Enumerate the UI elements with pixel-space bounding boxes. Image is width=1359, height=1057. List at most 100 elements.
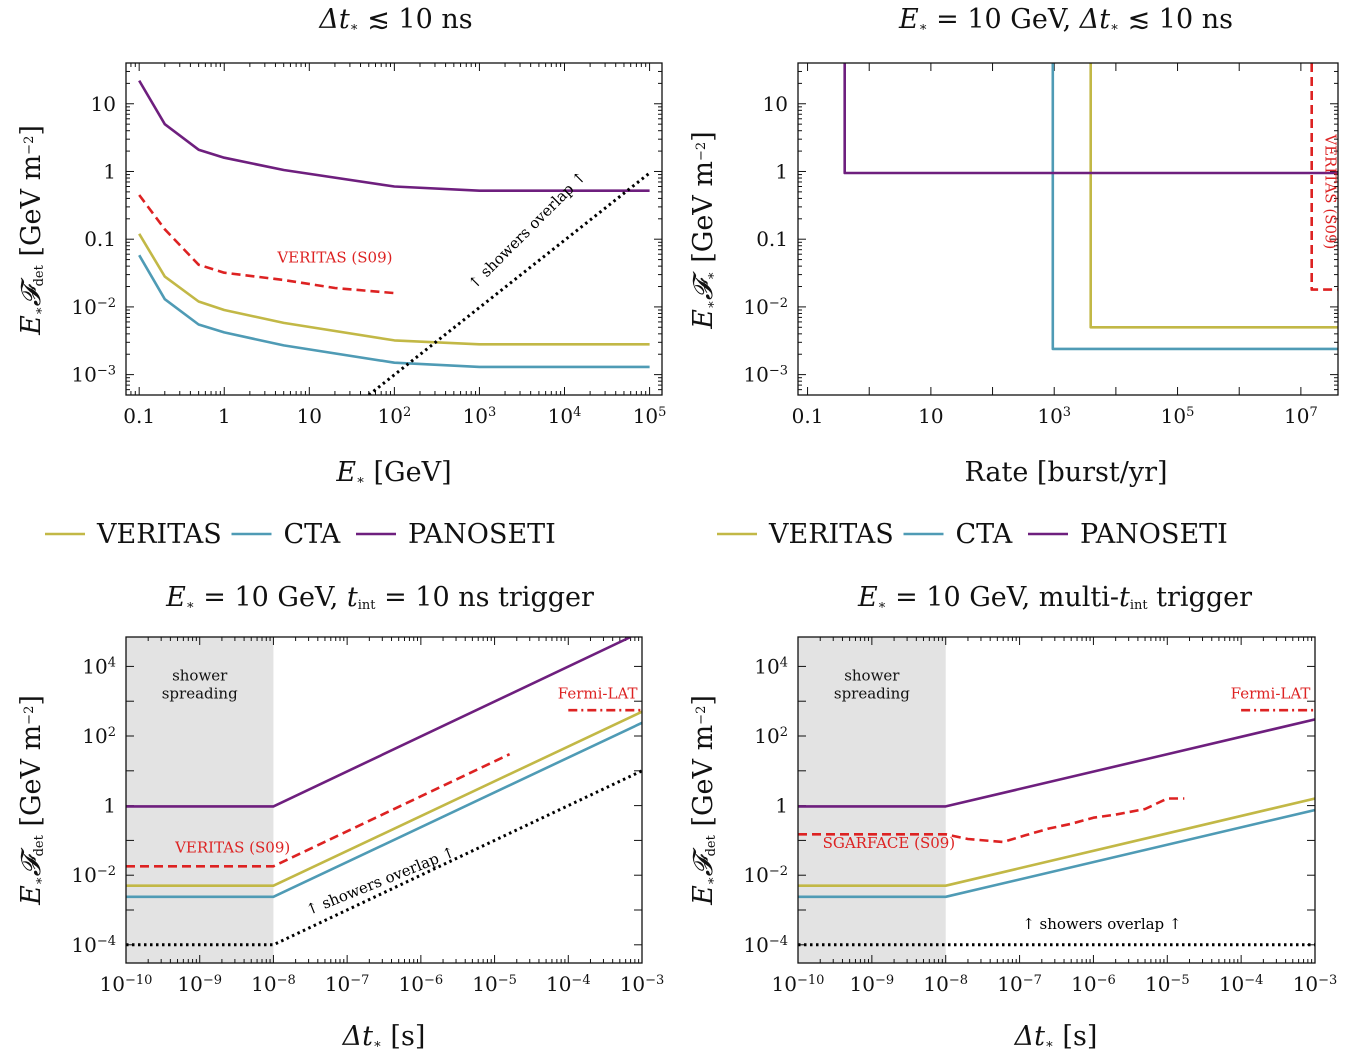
panel-2-ylabel: E∗𝓕∗ [GeV m−2] xyxy=(688,131,719,329)
panel-3-xtick-label-5: 10−6 xyxy=(399,972,444,996)
legend-2-label-panoseti: PANOSETI xyxy=(1080,519,1228,550)
panel-3-shade-label-1: shower xyxy=(172,666,228,684)
panel-4-ytick-label-3: 1 xyxy=(775,794,788,818)
panel-4-annotation-3: ↑ showers overlap ↑ xyxy=(1022,915,1181,933)
panel-4-shade-label-1: shower xyxy=(844,666,900,684)
panel-3-xtick-label-3: 10−8 xyxy=(251,972,296,996)
panel-2-xtick-label-5: 107 xyxy=(1284,404,1318,428)
panel-3-xtick-label-1: 10−10 xyxy=(100,972,153,996)
panel-3-ytick-label-1: 10−4 xyxy=(71,933,116,957)
panel-2-xtick-label-2: 10 xyxy=(918,404,943,428)
panel-4-ytick-label-4: 102 xyxy=(754,724,788,748)
panel-1-xtick-label-5: 103 xyxy=(463,404,497,428)
panel-2-series-cta xyxy=(1051,63,1338,351)
legend-1-label-panoseti: PANOSETI xyxy=(408,519,556,550)
panel-3-frame xyxy=(125,636,643,964)
panel-2-xtick-label-1: 0.1 xyxy=(792,404,824,428)
legend-2-label-veritas: VERITAS xyxy=(768,519,894,550)
panel-4-annotation-1: SGARFACE (S09) xyxy=(823,834,956,852)
panel-1-xtick-label-4: 102 xyxy=(378,404,412,428)
panel-3-series-veritas-s09 xyxy=(126,753,511,868)
panel-2-xtick-label-3: 103 xyxy=(1037,404,1071,428)
panel-3-shower-spreading-region xyxy=(126,637,274,963)
panel-2-frame xyxy=(797,62,1339,396)
panel-1-ytick-label-2: 10−2 xyxy=(71,295,116,319)
panel-3-xlabel: Δt∗ [s] xyxy=(342,1021,426,1052)
panel-2-ytick-label-3: 0.1 xyxy=(756,227,788,251)
panel-1-series-veritas-s09 xyxy=(138,194,395,295)
panel-1-series-showers-overlap xyxy=(367,171,651,395)
panel-3-series-panoseti xyxy=(126,637,632,808)
panel-3-xtick-label-4: 10−7 xyxy=(325,972,370,996)
panel-4-xtick-label-3: 10−8 xyxy=(923,972,968,996)
panel-3-series-cta xyxy=(126,721,642,899)
panel-1-xtick-label-3: 10 xyxy=(297,404,322,428)
legend-1-label-veritas: VERITAS xyxy=(96,519,222,550)
panel-2-series-veritas xyxy=(1089,63,1338,329)
panel-4-ylabel: E∗𝓕det [GeV m−2] xyxy=(688,695,719,906)
panel-3-annotation-1: VERITAS (S09) xyxy=(174,838,290,856)
panel-1-ytick-label-5: 10 xyxy=(91,92,116,116)
panel-3-shade-label-2: spreading xyxy=(162,684,238,702)
panel-4-xtick-label-6: 10−5 xyxy=(1145,972,1190,996)
panel-4-xlabel: Δt∗ [s] xyxy=(1014,1021,1098,1052)
panel-4-frame xyxy=(797,636,1316,964)
panel-3-annotation-2: Fermi-LAT xyxy=(558,684,638,702)
legend-right: VERITAS CTA PANOSETI xyxy=(717,519,1228,550)
panel-4-shower-spreading-region xyxy=(798,637,946,963)
panel-4-annotation-2: Fermi-LAT xyxy=(1231,684,1311,702)
panel-1: Δt∗ ≲ 10 ns E∗ [GeV] E∗𝓕det [GeV m−2] 0.… xyxy=(16,4,666,488)
panel-1-xtick-label-6: 104 xyxy=(548,404,582,428)
panel-3-xtick-label-6: 10−5 xyxy=(472,972,517,996)
panel-1-title: Δt∗ ≲ 10 ns xyxy=(318,4,472,35)
panel-3-title: E∗ = 10 GeV, tint = 10 ns trigger xyxy=(165,582,594,613)
panel-4-ytick-label-5: 104 xyxy=(754,654,788,678)
panel-1-xtick-label-1: 0.1 xyxy=(123,404,155,428)
panel-2-series-veritas-s09 xyxy=(1310,63,1338,291)
panel-3-ytick-label-2: 10−2 xyxy=(71,863,116,887)
panel-2-series-panoseti xyxy=(843,63,1338,175)
panel-4-series-sgarface-s09 xyxy=(798,797,1185,844)
panel-1-xtick-label-2: 1 xyxy=(218,404,231,428)
panel-3-annotation-3: ↑ showers overlap ↑ xyxy=(303,843,457,919)
panel-4-xtick-label-8: 10−3 xyxy=(1293,972,1338,996)
panel-1-ytick-label-4: 1 xyxy=(103,159,116,183)
legend-2-label-cta: CTA xyxy=(956,519,1013,550)
panel-2-ytick-label-4: 1 xyxy=(775,159,788,183)
panel-2-xlabel: Rate [burst/yr] xyxy=(964,457,1167,488)
panel-4-series-veritas xyxy=(798,797,1315,888)
panel-4: E∗ = 10 GeV, multi-tint trigger Δt∗ [s] … xyxy=(688,582,1337,1052)
panel-3-xtick-label-7: 10−4 xyxy=(546,972,591,996)
panel-4-title: E∗ = 10 GeV, multi-tint trigger xyxy=(857,582,1252,613)
panel-2-ticks xyxy=(798,62,1338,396)
panel-3-series-veritas xyxy=(126,710,642,888)
panel-4-xtick-label-7: 10−4 xyxy=(1219,972,1264,996)
panel-2-annotation-1: VERITAS (S09) xyxy=(1321,133,1339,249)
panel-1-series-panoseti xyxy=(138,79,650,192)
panel-1-ticks xyxy=(125,62,662,396)
panel-3-ytick-label-4: 102 xyxy=(82,724,116,748)
panel-2-title: E∗ = 10 GeV, Δt∗ ≲ 10 ns xyxy=(898,4,1233,35)
legend-1-label-cta: CTA xyxy=(284,519,341,550)
panel-4-ytick-label-1: 10−4 xyxy=(743,933,788,957)
panel-4-xtick-label-5: 10−6 xyxy=(1071,972,1116,996)
panel-2-ytick-label-2: 10−2 xyxy=(743,295,788,319)
panel-3-xtick-label-2: 10−9 xyxy=(177,972,222,996)
panel-1-series-veritas xyxy=(138,233,650,346)
panel-3-ytick-label-3: 1 xyxy=(103,794,116,818)
panel-4-shade-label-2: spreading xyxy=(834,684,910,702)
panel-1-ytick-label-1: 10−3 xyxy=(71,363,116,387)
panel-4-ytick-label-2: 10−2 xyxy=(743,863,788,887)
panel-2-ytick-label-5: 10 xyxy=(763,92,788,116)
panel-1-frame xyxy=(125,62,663,396)
panel-2-ytick-label-1: 10−3 xyxy=(743,363,788,387)
panel-1-ylabel: E∗𝓕det [GeV m−2] xyxy=(16,125,47,336)
panel-1-ytick-label-3: 0.1 xyxy=(84,227,116,251)
panel-4-xtick-label-2: 10−9 xyxy=(850,972,895,996)
panel-1-annotation-2: ↑ showers overlap ↑ xyxy=(464,168,589,293)
panel-3-series-showers-overlap xyxy=(126,769,642,947)
panel-1-xtick-label-7: 105 xyxy=(633,404,667,428)
panel-3-ytick-label-5: 104 xyxy=(82,654,116,678)
panel-2-xtick-label-4: 105 xyxy=(1161,404,1195,428)
